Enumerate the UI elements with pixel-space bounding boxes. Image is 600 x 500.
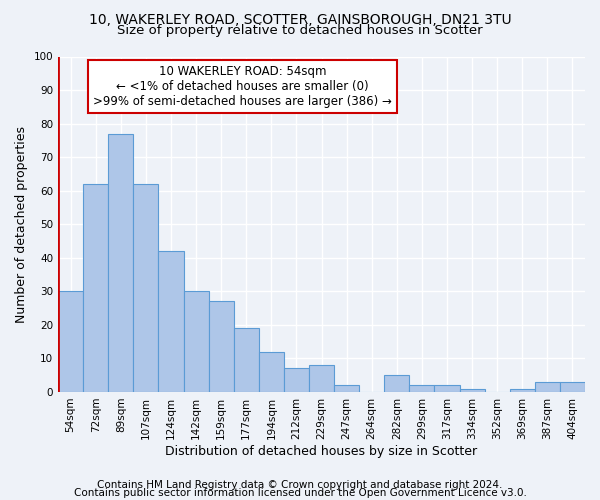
X-axis label: Distribution of detached houses by size in Scotter: Distribution of detached houses by size …	[166, 444, 478, 458]
Bar	[434, 385, 460, 392]
Bar	[259, 352, 284, 392]
Bar	[409, 385, 434, 392]
Text: Size of property relative to detached houses in Scotter: Size of property relative to detached ho…	[117, 24, 483, 37]
Bar	[560, 382, 585, 392]
Bar	[108, 134, 133, 392]
Bar	[309, 365, 334, 392]
Text: 10 WAKERLEY ROAD: 54sqm
← <1% of detached houses are smaller (0)
>99% of semi-de: 10 WAKERLEY ROAD: 54sqm ← <1% of detache…	[93, 65, 392, 108]
Bar	[58, 292, 83, 392]
Bar	[510, 388, 535, 392]
Text: 10, WAKERLEY ROAD, SCOTTER, GAINSBOROUGH, DN21 3TU: 10, WAKERLEY ROAD, SCOTTER, GAINSBOROUGH…	[89, 12, 511, 26]
Bar	[233, 328, 259, 392]
Bar	[334, 385, 359, 392]
Bar	[184, 292, 209, 392]
Y-axis label: Number of detached properties: Number of detached properties	[15, 126, 28, 322]
Bar	[535, 382, 560, 392]
Bar	[133, 184, 158, 392]
Bar	[284, 368, 309, 392]
Bar	[460, 388, 485, 392]
Bar	[209, 302, 233, 392]
Bar	[158, 251, 184, 392]
Bar	[384, 375, 409, 392]
Text: Contains public sector information licensed under the Open Government Licence v3: Contains public sector information licen…	[74, 488, 526, 498]
Bar	[83, 184, 108, 392]
Text: Contains HM Land Registry data © Crown copyright and database right 2024.: Contains HM Land Registry data © Crown c…	[97, 480, 503, 490]
